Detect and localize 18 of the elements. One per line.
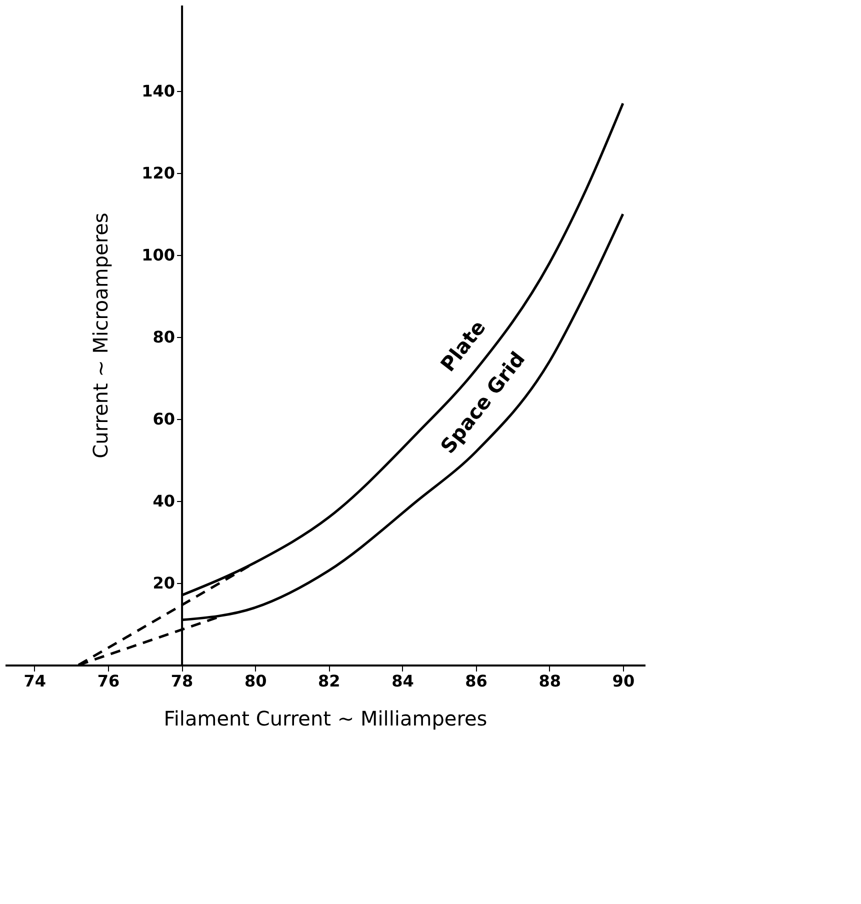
x-tick-label: 82 bbox=[318, 672, 340, 690]
x-tick-label: 80 bbox=[244, 672, 267, 690]
y-tick-label: 100 bbox=[142, 246, 176, 265]
x-tick-label: 88 bbox=[538, 672, 561, 690]
x-tick-label: 84 bbox=[392, 672, 414, 690]
x-tick-label: 86 bbox=[465, 672, 488, 690]
y-tick-label: 120 bbox=[142, 164, 176, 183]
x-tick-label: 74 bbox=[24, 672, 46, 690]
y-tick-label: 60 bbox=[152, 410, 176, 429]
x-tick-label: 90 bbox=[612, 672, 635, 690]
x-axis-title: Filament Current ~ Milliamperes bbox=[164, 706, 488, 730]
y-axis-title: Current ~ Microamperes bbox=[88, 212, 113, 458]
y-tick-label: 20 bbox=[152, 574, 176, 593]
x-tick-label: 78 bbox=[170, 672, 194, 690]
y-tick-label: 40 bbox=[152, 492, 176, 511]
y-tick-label: 140 bbox=[142, 82, 176, 101]
x-tick-label: 76 bbox=[97, 672, 120, 690]
y-tick-label: 80 bbox=[152, 328, 176, 347]
